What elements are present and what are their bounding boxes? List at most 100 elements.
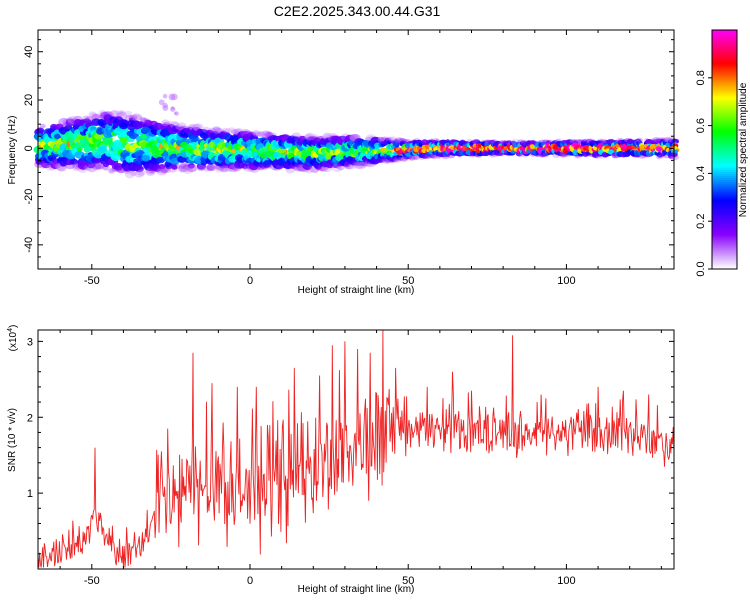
y-tick-label: 2: [27, 412, 33, 424]
heatmap-cell: [227, 127, 236, 134]
colorbar-segment: [712, 255, 737, 258]
heatmap-cell: [124, 170, 135, 179]
heatmap-cell: [255, 131, 262, 137]
heatmap-cell: [86, 164, 98, 173]
colorbar-segment: [712, 259, 737, 262]
colorbar-segment: [712, 185, 737, 188]
snr-y-axis-title: SNR (10 * v/v): [7, 408, 18, 472]
heatmap-cell: [252, 130, 261, 137]
heatmap-cell: [257, 131, 266, 138]
heatmap-cell: [171, 106, 175, 110]
heatmap-cell: [412, 154, 418, 160]
heatmap-cell: [377, 136, 385, 142]
heatmap-cell: [444, 153, 450, 158]
heatmap-cell: [82, 115, 90, 121]
y-tick-label: 0: [23, 145, 35, 151]
heatmap-cell: [626, 138, 634, 145]
heatmap-cell: [588, 153, 593, 157]
heatmap-cell: [113, 163, 124, 171]
heatmap-cell: [98, 146, 107, 153]
snr-multiplier-exponent: 4: [7, 328, 14, 332]
heatmap-cell: [203, 165, 211, 172]
colorbar-segment: [712, 267, 737, 270]
heatmap-cell: [402, 156, 409, 162]
colorbar-segment: [712, 35, 737, 39]
spectrogram-y-axis-title: Frequency (Hz): [7, 116, 18, 185]
colorbar-segment: [712, 257, 737, 260]
heatmap-cell: [131, 114, 138, 120]
colorbar-segment: [712, 181, 737, 184]
colorbar-segment: [712, 33, 737, 37]
colorbar-segment: [712, 137, 737, 141]
colorbar-segment: [712, 97, 737, 101]
spectrogram-x-axis-title: Height of straight line (km): [298, 285, 415, 296]
x-tick-label: 50: [402, 575, 414, 587]
colorbar-segment: [712, 241, 737, 244]
colorbar-segment: [712, 179, 737, 182]
colorbar-segment: [712, 79, 737, 83]
heatmap-cell: [50, 161, 61, 169]
snr-x-axis-title: Height of straight line (km): [298, 584, 415, 595]
heatmap-cell: [93, 113, 101, 119]
spectrogram-frame: [37, 29, 675, 270]
heatmap-cell: [119, 122, 129, 130]
colorbar-segment: [712, 193, 737, 196]
heatmap-cell: [206, 163, 217, 172]
heatmap-cell: [252, 130, 259, 136]
heatmap-cell: [162, 105, 169, 111]
heatmap-cell: [432, 154, 438, 159]
colorbar-segment: [712, 85, 737, 89]
x-tick-label: 100: [557, 275, 575, 287]
heatmap-cell: [174, 111, 179, 116]
colorbar-segment: [712, 167, 737, 171]
x-tick-label: 100: [557, 575, 575, 587]
snr-frame: [37, 329, 675, 570]
heatmap-cell: [408, 155, 416, 161]
heatmap-cell: [230, 129, 239, 135]
y-tick-label: 1: [27, 488, 33, 500]
colorbar-segment: [712, 223, 737, 226]
heatmap-cell: [96, 163, 104, 169]
colorbar-segment: [712, 131, 737, 135]
colorbar-segment: [712, 67, 737, 71]
colorbar-segment: [712, 151, 737, 155]
heatmap-cell: [91, 113, 100, 121]
y-tick-label: -20: [23, 189, 35, 205]
heatmap-cell: [207, 164, 214, 171]
heatmap-cell: [136, 121, 145, 128]
colorbar-segment: [712, 203, 737, 206]
colorbar-segment: [712, 249, 737, 252]
heatmap-cell: [120, 131, 128, 138]
heatmap-cell: [196, 164, 206, 172]
colorbar-segment: [712, 111, 737, 115]
heatmap-cell: [116, 111, 128, 121]
colorbar-segment: [712, 173, 737, 176]
heatmap-cell: [172, 163, 181, 170]
heatmap-cell: [266, 164, 273, 169]
x-tick-label: 0: [247, 575, 253, 587]
heatmap-cell: [161, 119, 170, 126]
heatmap-cell: [137, 169, 146, 176]
heatmap-cell: [95, 165, 102, 170]
heatmap-cell: [141, 154, 150, 162]
colorbar-segment: [712, 237, 737, 240]
heatmap-cell: [177, 155, 187, 163]
heatmap-cell: [131, 113, 142, 122]
heatmap-cell: [41, 162, 48, 168]
colorbar-segment: [712, 239, 737, 242]
heatmap-cell: [134, 170, 144, 178]
heatmap-cell: [156, 167, 168, 176]
heatmap-cell: [130, 170, 137, 176]
colorbar-segment: [712, 157, 737, 161]
heatmap-cell: [355, 161, 367, 170]
colorbar-segment: [712, 55, 737, 59]
heatmap-cell: [178, 164, 190, 172]
colorbar-segment: [712, 89, 737, 93]
colorbar-ticks: 0.0 0.2 0.4 0.6 0.8: [695, 70, 712, 277]
colorbar-segment: [712, 251, 737, 254]
heatmap-cell: [162, 93, 168, 99]
colorbar-segment: [712, 47, 737, 51]
colorbar-segment: [712, 37, 737, 41]
colorbar-segment: [712, 247, 737, 250]
colorbar-segment: [712, 107, 737, 111]
